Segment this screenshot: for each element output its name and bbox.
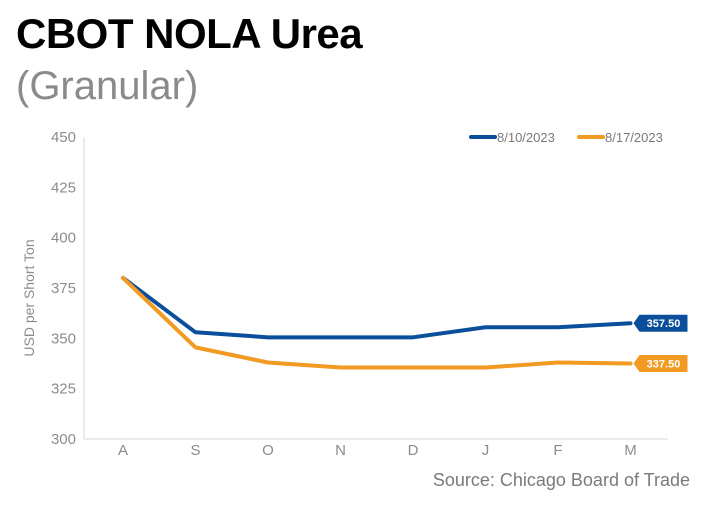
y-axis-label: USD per Short Ton: [21, 239, 37, 356]
x-tick-label: S: [190, 442, 200, 459]
end-value-label-1: 337.50: [633, 355, 688, 372]
end-value-text: 337.50: [647, 359, 681, 371]
series-lines: [121, 275, 633, 370]
x-tick-label: F: [553, 442, 562, 459]
end-value-badge: [633, 314, 688, 332]
chart-axes: [83, 137, 668, 440]
series-line-0: [121, 275, 633, 340]
y-tick-label: 375: [51, 280, 76, 297]
legend-item-1: 8/17/2023: [577, 130, 663, 145]
y-tick-label: 450: [51, 129, 76, 146]
series-line-1: [121, 275, 633, 370]
x-tick-label: O: [262, 442, 274, 459]
legend-item-0: 8/10/2023: [469, 130, 555, 145]
source-note: Source: Chicago Board of Trade: [432, 470, 690, 490]
x-tick-label: N: [335, 442, 346, 459]
x-tick-label: M: [624, 442, 637, 459]
end-value-text: 357.50: [647, 318, 681, 330]
chart-title: CBOT NOLA Urea: [16, 10, 363, 57]
end-value-label-0: 357.50: [633, 314, 688, 332]
x-tick-label: D: [408, 442, 419, 459]
y-tick-label: 400: [51, 230, 76, 247]
legend: 8/10/2023 8/17/2023: [469, 130, 663, 145]
series-end-labels: 357.50 337.50: [633, 314, 688, 372]
x-tick-label: J: [482, 442, 490, 459]
x-tick-label: A: [118, 442, 128, 459]
legend-label: 8/17/2023: [605, 130, 663, 145]
y-tick-label: 300: [51, 431, 76, 448]
chart-subtitle: (Granular): [16, 64, 199, 108]
legend-label: 8/10/2023: [497, 130, 555, 145]
y-tick-label: 350: [51, 330, 76, 347]
y-tick-label: 325: [51, 381, 76, 398]
y-tick-labels: 300 325 350 375 400 425 450: [51, 129, 76, 448]
end-value-badge: [633, 355, 688, 372]
y-tick-label: 425: [51, 179, 76, 196]
